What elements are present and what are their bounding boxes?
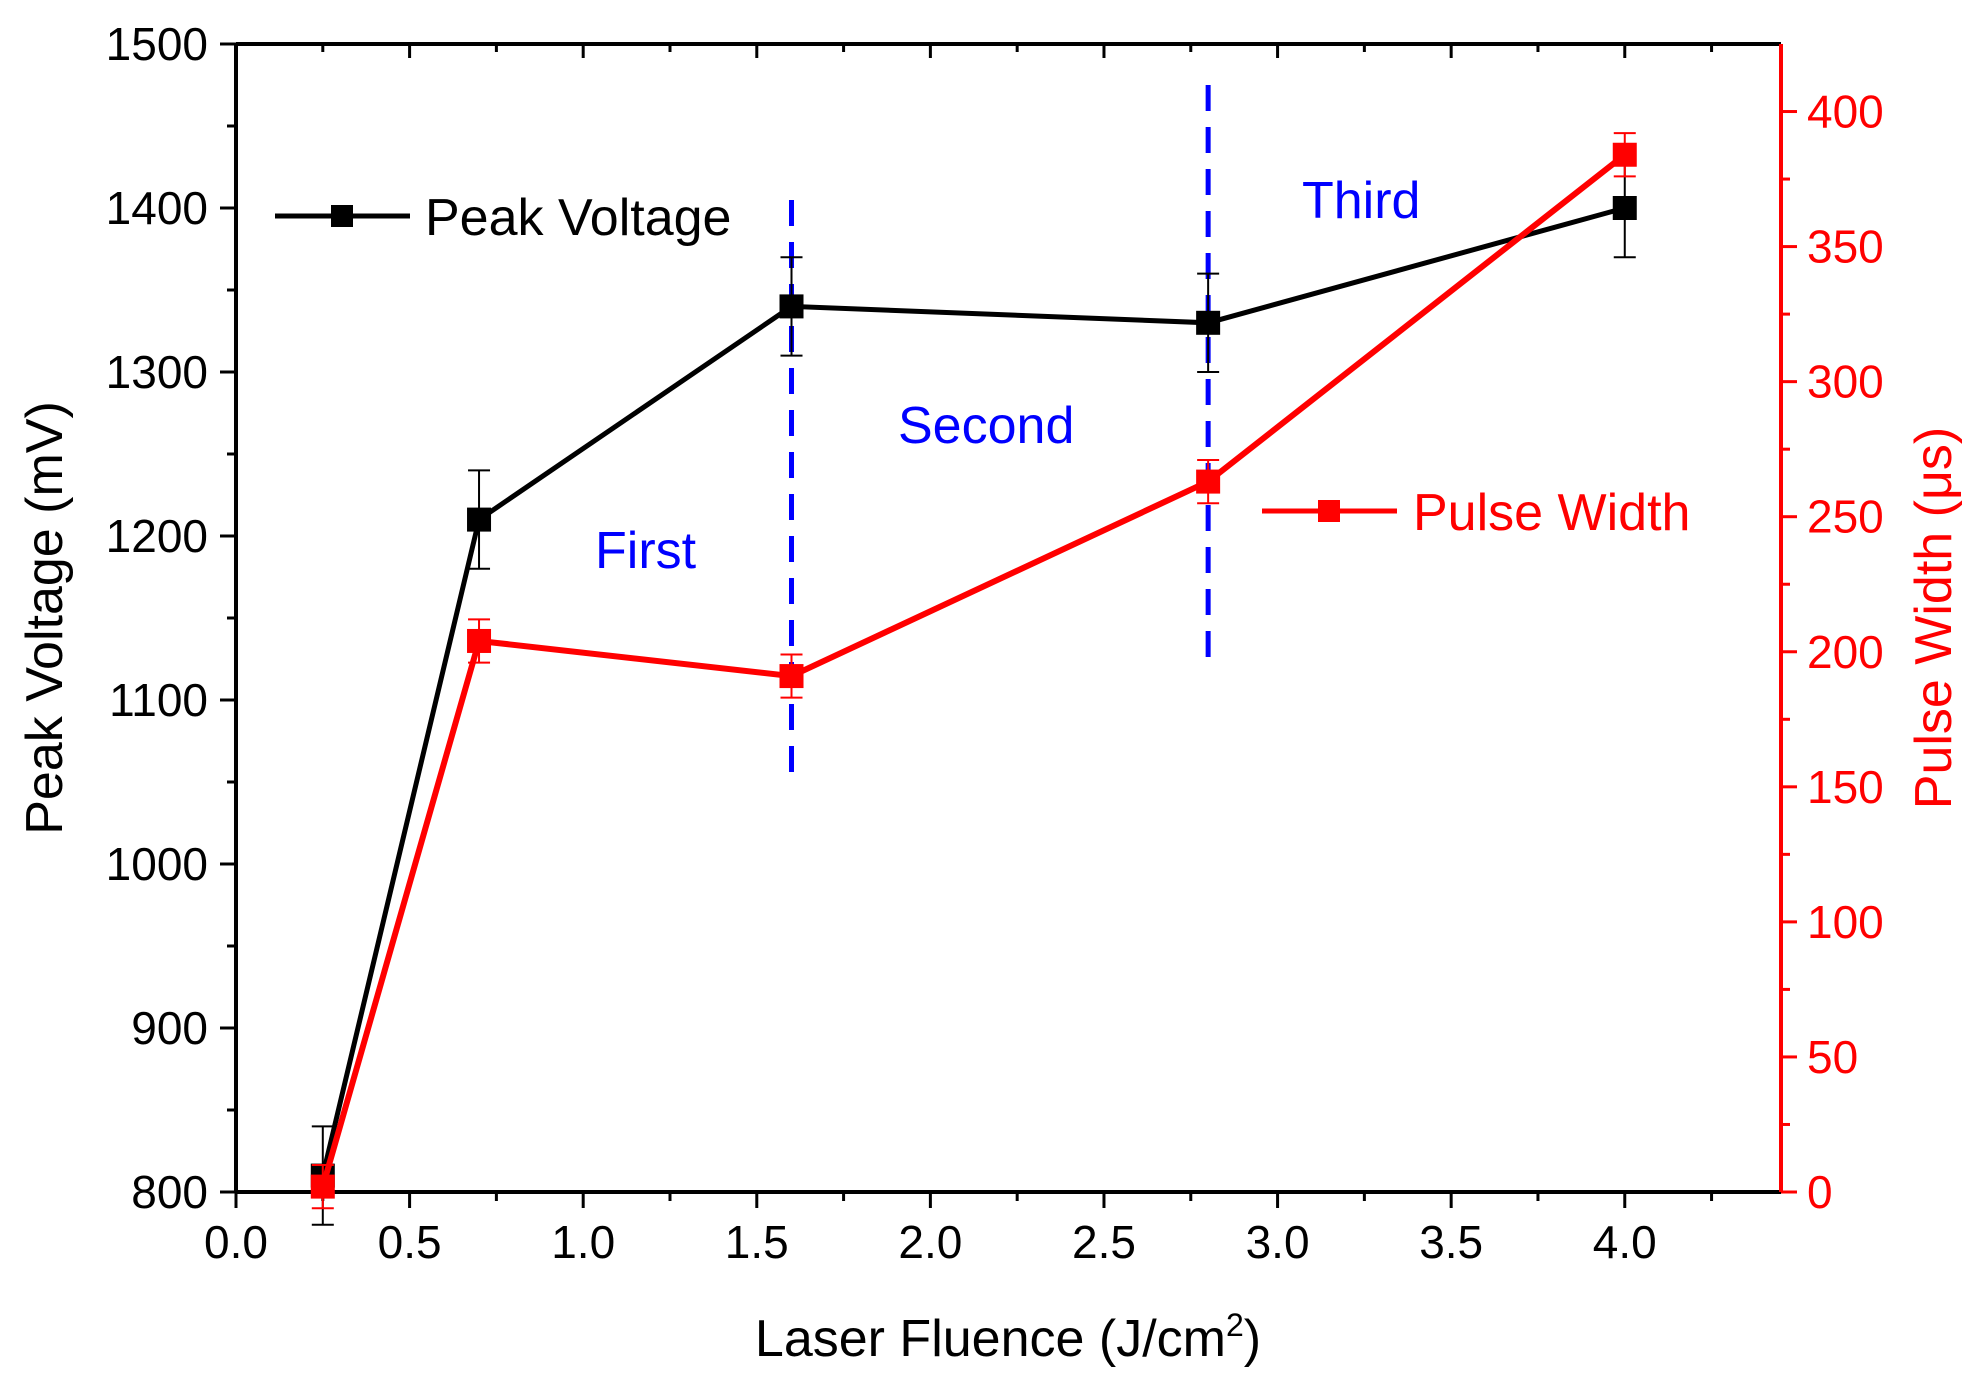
- y-axis-title: Peak Voltage (mV): [16, 401, 74, 835]
- y-tick-label-1: 900: [131, 1002, 208, 1054]
- x-tick-label-2: 1.0: [551, 1216, 615, 1268]
- series-1-point-0: [310, 1174, 335, 1199]
- annotation-first: First: [595, 522, 697, 580]
- x-axis-title-end: ): [1244, 1310, 1261, 1368]
- series-0-point-1: [467, 507, 492, 532]
- y-tick-label-6: 1400: [106, 182, 208, 234]
- x-tick-label-3: 1.5: [725, 1216, 789, 1268]
- legend-peak-voltage-marker: [331, 205, 353, 227]
- x-axis-title-superscript: 2: [1226, 1307, 1244, 1343]
- series-layer: [310, 132, 1637, 1226]
- y2-tick-label-6: 300: [1807, 356, 1884, 408]
- y-tick-label-4: 1200: [106, 510, 208, 562]
- y2-tick-label-2: 100: [1807, 896, 1884, 948]
- y-tick-label-3: 1100: [109, 674, 208, 726]
- legend-peak-voltage-label: Peak Voltage: [425, 189, 731, 247]
- series-0-point-2: [779, 294, 804, 319]
- x-tick-label-8: 4.0: [1593, 1216, 1657, 1268]
- series-1-point-1: [467, 628, 492, 653]
- x-tick-label-7: 3.5: [1419, 1216, 1483, 1268]
- annotation-second: Second: [898, 397, 1074, 455]
- series-0-line: [320, 205, 1626, 1177]
- y2-tick-label-8: 400: [1807, 86, 1884, 138]
- x-tick-label-5: 2.5: [1072, 1216, 1136, 1268]
- x-axis-title-main: Laser Fluence (J/cm: [755, 1310, 1226, 1368]
- x-tick-label-4: 2.0: [898, 1216, 962, 1268]
- legend-pulse-width-label: Pulse Width: [1413, 484, 1690, 542]
- x-tick-label-0: 0.0: [204, 1216, 268, 1268]
- series-1-point-4: [1612, 142, 1637, 167]
- y2-tick-label-7: 350: [1807, 221, 1884, 273]
- y2-tick-label-3: 150: [1807, 761, 1884, 813]
- y2-axis-title: Pulse Width (μs): [1905, 427, 1963, 809]
- series-1-point-2: [779, 664, 804, 689]
- y2-tick-label-4: 200: [1807, 626, 1884, 678]
- series-1-point-3: [1196, 469, 1221, 494]
- y2-tick-label-5: 250: [1807, 491, 1884, 543]
- series-1-line: [319, 152, 1627, 1188]
- ticks-layer: 0.0 0.5 1.0 1.5 2.0 2.5 3.0 3.5 4.08009001000110…: [106, 18, 1884, 1268]
- series-0-point-3: [1196, 310, 1221, 335]
- y-tick-label-7: 1500: [106, 18, 208, 70]
- y-tick-label-2: 1000: [106, 838, 208, 890]
- x-tick-label-1: 0.5: [378, 1216, 442, 1268]
- legend-pulse-width-marker: [1318, 500, 1340, 522]
- annotation-third: Third: [1302, 172, 1420, 230]
- y-tick-label-0: 800: [131, 1166, 208, 1218]
- y2-tick-label-1: 50: [1807, 1031, 1858, 1083]
- legend-peak-voltage: Peak Voltage: [275, 189, 731, 247]
- y-tick-label-5: 1300: [106, 346, 208, 398]
- legend-pulse-width: Pulse Width: [1262, 484, 1690, 542]
- x-tick-label-6: 3.0: [1246, 1216, 1310, 1268]
- x-axis-title: Laser Fluence (J/cm2): [755, 1307, 1261, 1368]
- y2-tick-label-0: 0: [1807, 1166, 1833, 1218]
- series-0-point-4: [1612, 196, 1637, 220]
